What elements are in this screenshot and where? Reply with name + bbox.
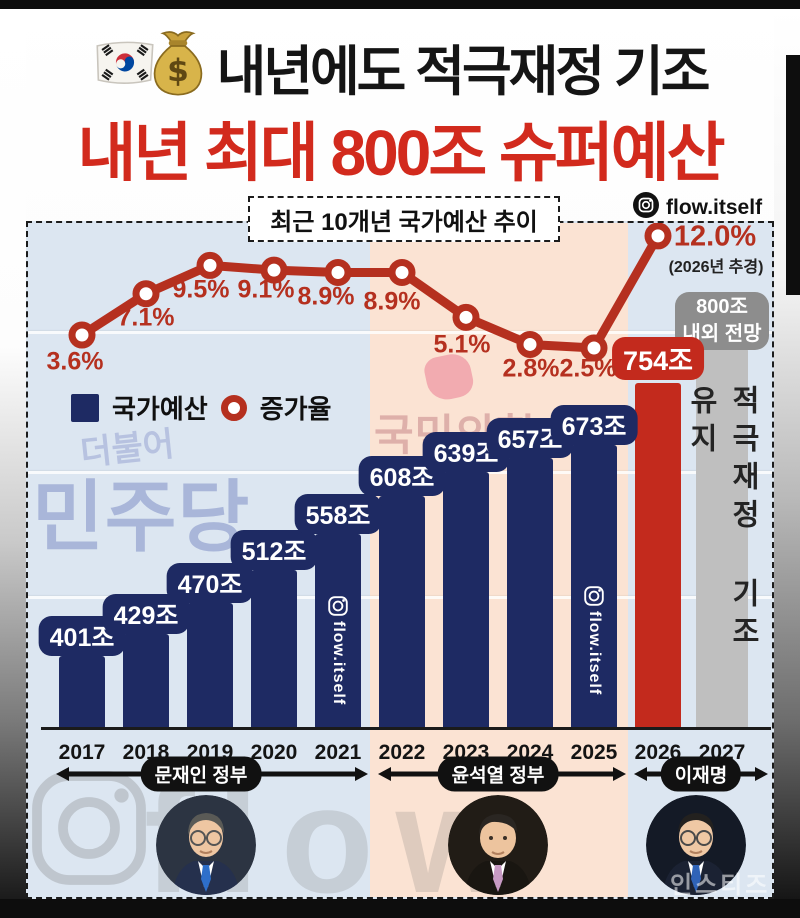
avatar-moon-jae-in [156, 795, 256, 895]
bar-2024 [507, 457, 553, 729]
forecast-badge-line1: 800조 [696, 296, 748, 318]
growth-label-2018: 7.1% [117, 303, 175, 332]
svg-text:$: $ [167, 52, 189, 88]
bar-2026 [635, 382, 681, 729]
instagram-icon [584, 586, 604, 606]
watermark-instagram-outline-icon [28, 763, 154, 897]
chart-legend: 국가예산 증가율 [71, 389, 331, 426]
instagram-handle: flow.itself [666, 195, 763, 219]
bar-2017 [59, 656, 105, 729]
chart-frame: 더불어 민주당 국민의힘 flow 국가예산 증가율 (2026년 추경) 80… [26, 221, 774, 899]
bar-2020 [251, 570, 297, 729]
right-edge-black-strip [786, 55, 800, 295]
page-title: 내년에도 적극재정 기조 [216, 41, 711, 102]
growth-label-2025: 2.5% [559, 354, 617, 383]
headline: 내년 최대 800조 슈퍼예산 [77, 117, 725, 189]
growth-annotation-2026: (2026년 추경) [668, 259, 764, 276]
avatar-lee-jae-myung [646, 795, 746, 895]
bar-2019 [187, 602, 233, 729]
era-badge-3: 이재명 [660, 756, 742, 792]
x-axis-year-2017: 2017 [58, 741, 106, 764]
growth-label-2024: 2.8% [502, 354, 560, 383]
legend-growth-marker [220, 394, 247, 421]
money-bag-icon: $ [149, 30, 207, 102]
growth-label-2021: 8.9% [297, 282, 355, 311]
watermark-site-name: 인스티즈 [670, 872, 771, 899]
growth-label-2017: 3.6% [46, 347, 104, 376]
top-black-bar [0, 0, 800, 9]
left-edge-gradient [0, 9, 26, 899]
instagram-handle-chip: flow.itself [633, 192, 762, 223]
x-axis-year-2021: 2021 [314, 741, 362, 764]
header-title-row: $ 내년에도 적극재정 기조 [26, 28, 774, 104]
legend-budget-swatch [71, 393, 99, 422]
legend-budget-label: 국가예산 [112, 394, 208, 424]
bar-value-badge-2021: 558조 [294, 494, 382, 535]
legend-growth-label: 증가율 [259, 394, 332, 424]
x-axis-year-2025: 2025 [570, 741, 618, 764]
forecast-badge-line2: 내외 전망 [682, 323, 762, 345]
growth-label-2022: 8.9% [363, 287, 421, 316]
growth-label-2023: 5.1% [433, 330, 491, 359]
bar-value-badge-2017: 401조 [38, 616, 126, 657]
instagram-icon [633, 192, 659, 223]
bar-watermark-text: flow.itself [330, 621, 347, 706]
era-badge-1: 문재인 정부 [140, 756, 262, 792]
bar-watermark-text: flow.itself [586, 611, 603, 696]
bar-2021 [315, 534, 361, 729]
korean-flag-icon [93, 38, 157, 95]
instagram-icon [328, 596, 348, 616]
x-axis-year-2020: 2020 [250, 741, 298, 764]
bar-2023 [443, 471, 489, 729]
x-axis-line [41, 727, 771, 730]
growth-label-2020: 9.1% [237, 275, 295, 304]
bar-value-badge-2025: 673조 [550, 405, 638, 446]
bar-value-badge-2020: 512조 [230, 530, 318, 571]
watermark-minjoo-party: 민주당 [32, 473, 251, 561]
growth-label-2026: 12.0% [673, 221, 757, 253]
x-axis-year-2022: 2022 [378, 741, 426, 764]
era-badge-2: 윤석열 정부 [437, 756, 559, 792]
bar-2022 [379, 495, 425, 729]
bar-watermark-instagram: flow.itself [583, 585, 605, 695]
bar-value-badge-2026: 754조 [612, 336, 704, 380]
bottom-black-bar [0, 899, 800, 918]
bar-2018 [123, 634, 169, 729]
forecast-bar-2027: 적극재정 기조 유지 [685, 347, 759, 729]
bar-watermark-instagram: flow.itself [327, 595, 349, 705]
avatar-yoon-suk-yeol [448, 795, 548, 895]
growth-label-2019: 9.5% [172, 275, 230, 304]
chart-title: 최근 10개년 국가예산 추이 [270, 208, 538, 236]
chart-title-box: 최근 10개년 국가예산 추이 [248, 196, 560, 242]
forecast-bar-text: 적극재정 기조 유지 [685, 385, 759, 654]
